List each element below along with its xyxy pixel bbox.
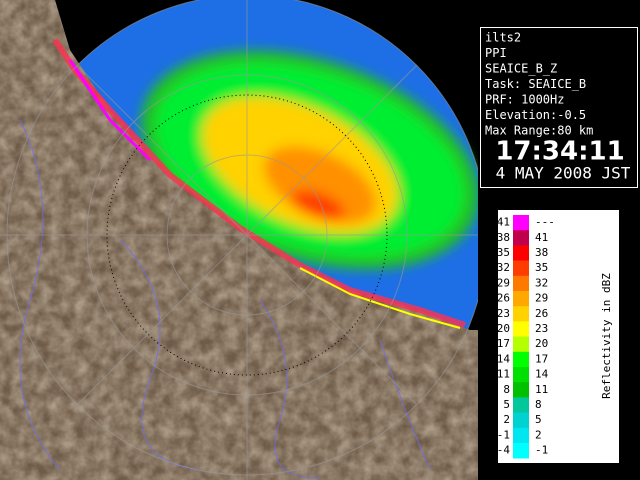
legend-low: 5 (503, 398, 510, 411)
legend-low: 14 (497, 352, 511, 365)
legend-high: -1 (535, 444, 548, 457)
legend-swatch (513, 275, 529, 292)
legend-high: 11 (535, 383, 548, 396)
radar-image (0, 0, 478, 480)
info-line: PPI (485, 46, 507, 60)
legend-low: 2 (503, 413, 510, 426)
legend-swatch (513, 351, 529, 368)
legend-high: 8 (535, 398, 542, 411)
legend-swatch (513, 412, 529, 429)
legend-label: Reflectivity in dBZ (600, 273, 613, 399)
info-line: PRF: 1000Hz (485, 93, 564, 107)
legend-low: 11 (497, 368, 510, 381)
legend-swatch (513, 291, 529, 307)
legend-low: 26 (497, 292, 510, 305)
range-ring-dotted (106, 94, 388, 376)
info-line: Task: SEAICE_B (485, 77, 586, 91)
legend-swatch (513, 260, 529, 277)
legend-low: -1 (497, 428, 510, 441)
legend-high: 35 (535, 261, 548, 274)
legend-swatch (513, 321, 529, 337)
legend-low: 8 (503, 383, 510, 396)
legend-high: 29 (535, 292, 548, 305)
info-line: SEAICE_B_Z (485, 62, 557, 76)
legend-low: 20 (497, 322, 510, 335)
info-line: Elevation:-0.5 (485, 108, 586, 122)
legend-high: 26 (535, 307, 548, 320)
legend-high: 23 (535, 322, 548, 335)
terrain-texture (0, 0, 478, 480)
legend-high: 5 (535, 413, 542, 426)
time: 17:34:11 (495, 137, 624, 167)
info-line: ilts2 (485, 31, 521, 45)
legend-swatch (513, 427, 529, 444)
legend-high: 2 (535, 428, 542, 441)
legend-swatch (513, 443, 529, 459)
legend-low: 38 (497, 231, 510, 244)
legend-swatch (513, 230, 529, 246)
info-panel (480, 27, 638, 188)
legend-swatch (513, 306, 529, 322)
range-rings (0, 0, 478, 480)
legend-swatch (513, 245, 529, 261)
info-line: Max Range:80 km (485, 124, 593, 138)
legend-low: 32 (497, 261, 510, 274)
legend-swatch (513, 336, 529, 353)
legend-swatch (513, 397, 529, 413)
legend-high: 32 (535, 276, 548, 289)
legend-high: 17 (535, 352, 548, 365)
legend-swatch (513, 367, 529, 383)
legend-high: 20 (535, 337, 548, 350)
coast-clutter (299, 267, 461, 329)
legend-low: 35 (497, 246, 510, 259)
coast-clutter (68, 59, 152, 162)
legend-low: -4 (497, 444, 511, 457)
legend-low: 29 (497, 276, 510, 289)
rivers (19, 119, 431, 479)
legend-low: >41 (490, 216, 510, 229)
legend-low: 23 (497, 307, 510, 320)
legend-high: --- (535, 216, 555, 229)
legend-low: 17 (497, 337, 510, 350)
legend-swatch (513, 215, 529, 231)
legend-high: 41 (535, 231, 548, 244)
legend-high: 38 (535, 246, 548, 259)
legend-high: 14 (535, 368, 549, 381)
date: 4 MAY 2008 JST (496, 164, 631, 183)
legend-swatch (513, 382, 529, 398)
